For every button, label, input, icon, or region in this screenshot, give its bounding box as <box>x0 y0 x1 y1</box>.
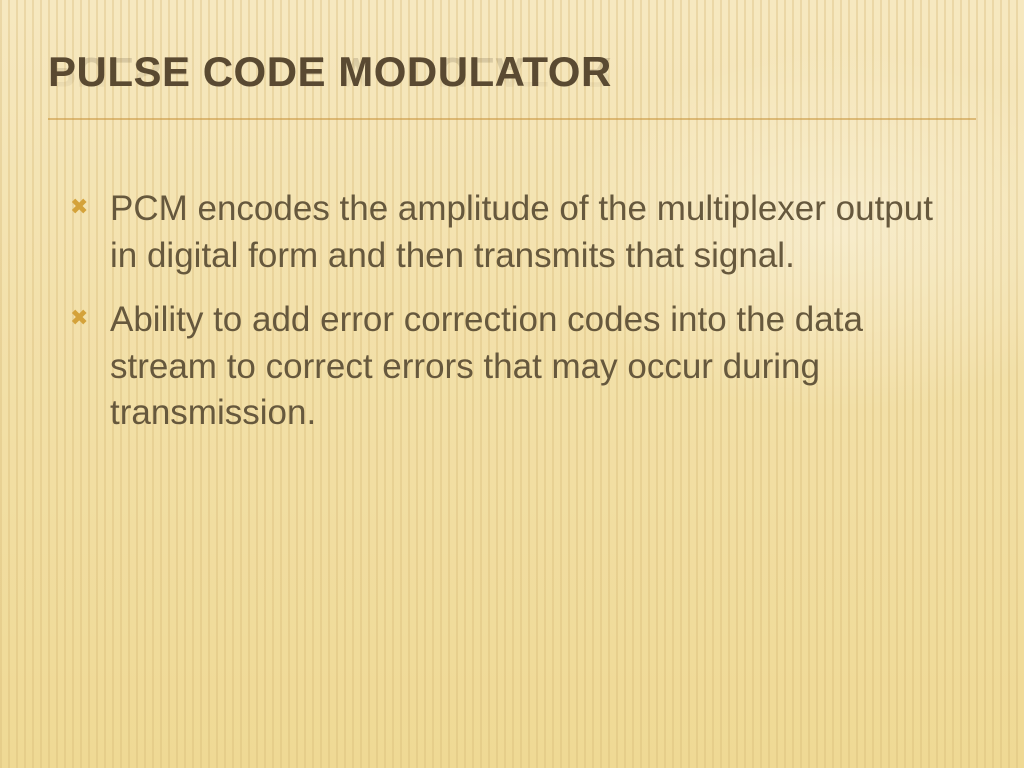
slide-title: Pulse Code Modulator <box>48 48 612 96</box>
bullet-list: PCM encodes the amplitude of the multipl… <box>70 186 964 437</box>
content-area: PCM encodes the amplitude of the multipl… <box>70 186 964 455</box>
slide: Pulse Code Modulator Pulse Code Modulato… <box>0 0 1024 768</box>
title-area: Pulse Code Modulator Pulse Code Modulato… <box>48 48 976 96</box>
bullet-item: Ability to add error correction codes in… <box>70 297 964 437</box>
title-divider <box>48 118 976 120</box>
bullet-item: PCM encodes the amplitude of the multipl… <box>70 186 964 279</box>
